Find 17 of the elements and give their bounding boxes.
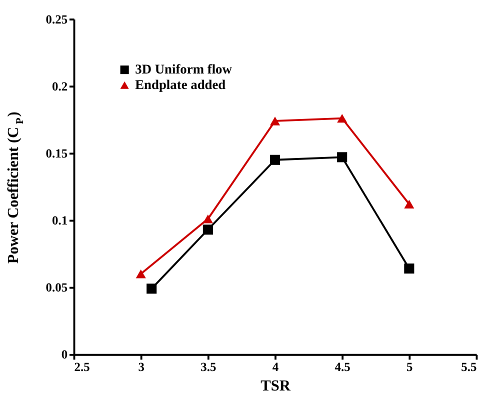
x-tick-label: 4.5 (334, 360, 350, 374)
y-tick-label: 0.15 (46, 146, 68, 160)
x-axis-title: TSR (260, 377, 292, 394)
y-axis-title: Power Coefficient (CP) (5, 112, 26, 264)
x-tick-label: 4 (272, 360, 279, 374)
y-tick-label: 0.2 (52, 79, 68, 94)
legend-label: 3D Uniform flow (135, 62, 232, 77)
y-tick-label: 0.05 (46, 280, 68, 295)
y-tick-label: 0 (61, 348, 68, 362)
x-tick-label: 3.5 (200, 360, 216, 374)
x-tick-label: 5.5 (461, 360, 477, 374)
y-tick-label: 0.25 (46, 12, 68, 26)
legend-label: Endplate added (135, 76, 226, 92)
x-tick-label: 3 (138, 360, 144, 374)
x-tick-label: 2.5 (74, 360, 90, 374)
y-tick-label: 0.1 (52, 214, 68, 228)
x-tick-label: 5 (406, 360, 413, 374)
